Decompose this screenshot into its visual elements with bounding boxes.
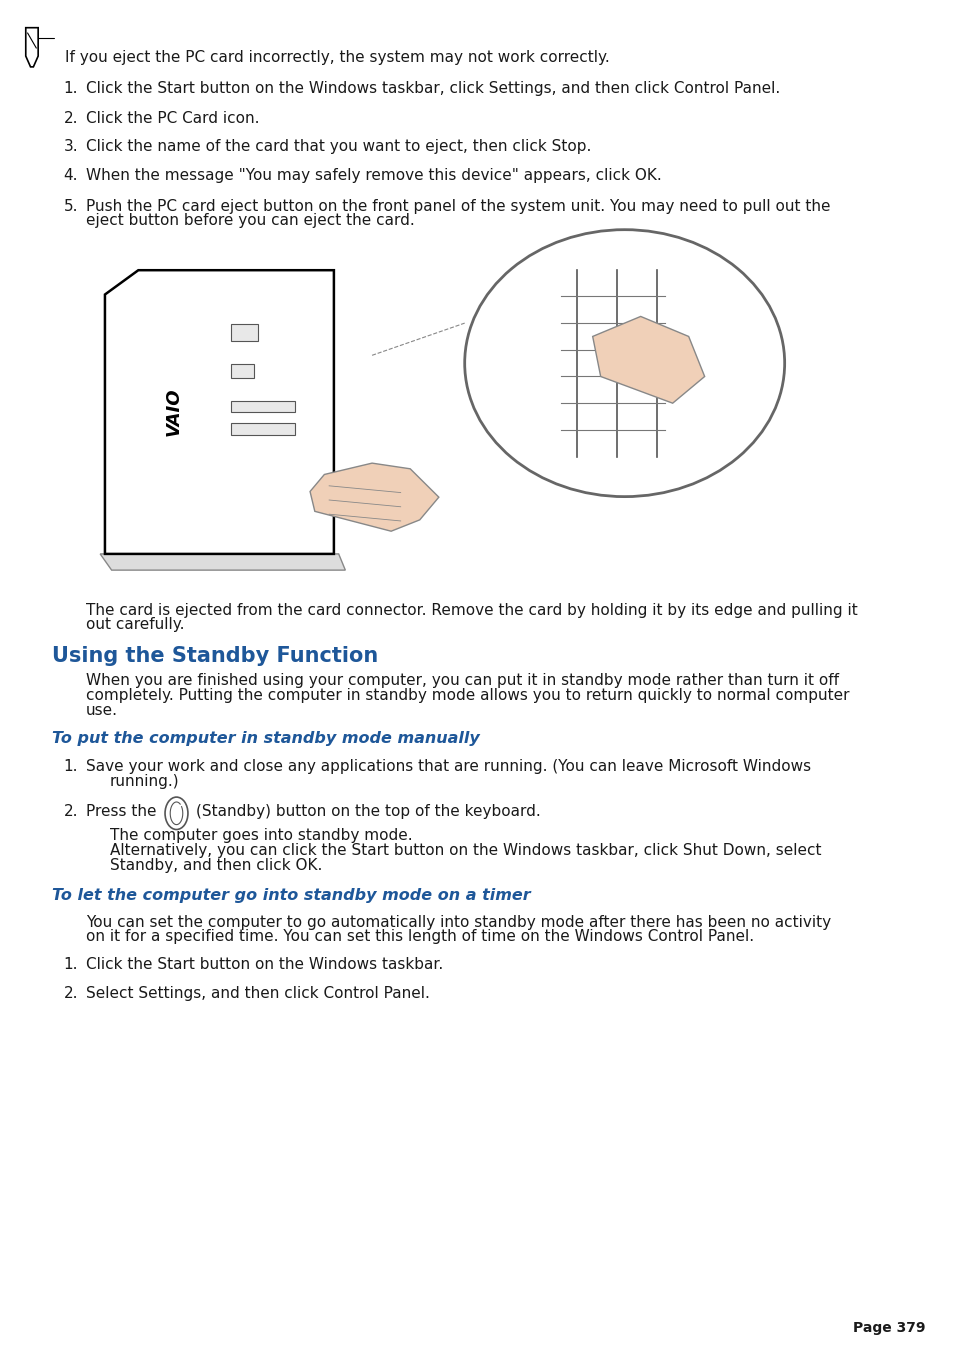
Polygon shape — [105, 270, 334, 554]
Bar — [231, 423, 294, 435]
Ellipse shape — [464, 230, 783, 497]
Text: 1.: 1. — [64, 759, 78, 774]
Text: You can set the computer to go automatically into standby mode after there has b: You can set the computer to go automatic… — [86, 915, 830, 929]
Text: completely. Putting the computer in standby mode allows you to return quickly to: completely. Putting the computer in stan… — [86, 688, 848, 703]
Text: on it for a specified time. You can set this length of time on the Windows Contr: on it for a specified time. You can set … — [86, 929, 753, 944]
Text: Page 379: Page 379 — [852, 1321, 924, 1335]
Text: Click the PC Card icon.: Click the PC Card icon. — [86, 111, 259, 126]
Polygon shape — [592, 316, 704, 403]
Polygon shape — [26, 28, 38, 66]
Polygon shape — [310, 463, 438, 531]
Text: eject button before you can eject the card.: eject button before you can eject the ca… — [86, 213, 415, 228]
Text: Click the name of the card that you want to eject, then click Stop.: Click the name of the card that you want… — [86, 139, 591, 154]
Text: 2.: 2. — [64, 804, 78, 819]
Text: Click the Start button on the Windows taskbar.: Click the Start button on the Windows ta… — [86, 957, 442, 971]
Polygon shape — [100, 554, 345, 570]
Text: Click the Start button on the Windows taskbar, click Settings, and then click Co: Click the Start button on the Windows ta… — [86, 81, 780, 96]
Text: Using the Standby Function: Using the Standby Function — [52, 646, 378, 666]
Text: running.): running.) — [110, 774, 179, 789]
Text: Push the PC card eject button on the front panel of the system unit. You may nee: Push the PC card eject button on the fro… — [86, 199, 829, 213]
Text: 2.: 2. — [64, 111, 78, 126]
Text: use.: use. — [86, 703, 118, 717]
Text: To put the computer in standby mode manually: To put the computer in standby mode manu… — [52, 731, 479, 746]
Bar — [231, 401, 294, 412]
Bar — [67, 230, 886, 581]
Text: 5.: 5. — [64, 199, 78, 213]
Text: Save your work and close any applications that are running. (You can leave Micro: Save your work and close any application… — [86, 759, 810, 774]
Bar — [231, 363, 253, 378]
Text: The computer goes into standby mode.: The computer goes into standby mode. — [110, 828, 412, 843]
Text: (Standby) button on the top of the keyboard.: (Standby) button on the top of the keybo… — [195, 804, 539, 819]
Text: When the message "You may safely remove this device" appears, click OK.: When the message "You may safely remove … — [86, 168, 661, 182]
Text: 3.: 3. — [64, 139, 78, 154]
Text: The card is ejected from the card connector. Remove the card by holding it by it: The card is ejected from the card connec… — [86, 603, 857, 617]
Text: 1.: 1. — [64, 957, 78, 971]
Text: Select Settings, and then click Control Panel.: Select Settings, and then click Control … — [86, 986, 429, 1001]
Text: 4.: 4. — [64, 168, 78, 182]
Text: If you eject the PC card incorrectly, the system may not work correctly.: If you eject the PC card incorrectly, th… — [65, 50, 609, 65]
Text: To let the computer go into standby mode on a timer: To let the computer go into standby mode… — [52, 888, 531, 902]
Text: When you are finished using your computer, you can put it in standby mode rather: When you are finished using your compute… — [86, 673, 838, 688]
Text: VAIO: VAIO — [165, 388, 182, 436]
Bar — [231, 324, 258, 342]
Text: Press the: Press the — [86, 804, 161, 819]
Text: 2.: 2. — [64, 986, 78, 1001]
Text: Standby, and then click OK.: Standby, and then click OK. — [110, 858, 322, 873]
Text: out carefully.: out carefully. — [86, 617, 184, 632]
Text: 1.: 1. — [64, 81, 78, 96]
Text: Alternatively, you can click the Start button on the Windows taskbar, click Shut: Alternatively, you can click the Start b… — [110, 843, 821, 858]
